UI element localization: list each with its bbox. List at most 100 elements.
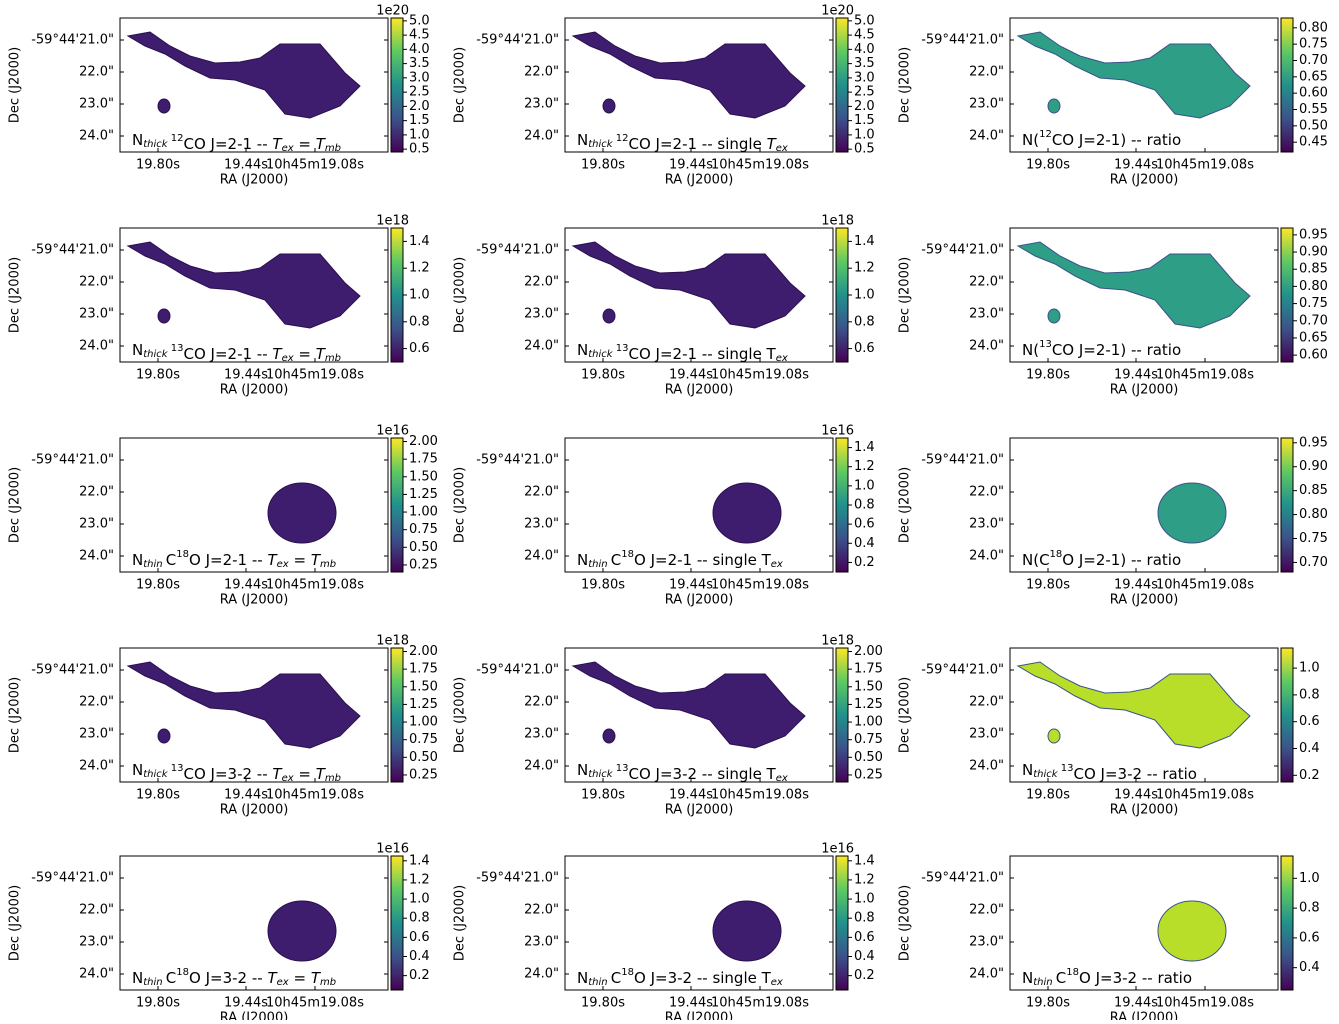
title-part: = — [289, 551, 311, 569]
colorbar-tick-label: 1.2 — [854, 872, 875, 887]
x-tick-label: 19.80s — [581, 578, 625, 593]
colorbar — [835, 855, 849, 991]
x-tick-label: 19.44s — [224, 158, 268, 173]
colorbar-tick-label: 0.65 — [1299, 69, 1328, 84]
plot-frame — [1009, 437, 1279, 573]
colorbar-tick-label: 0.85 — [1299, 262, 1328, 277]
colorbar-tick-label: 0.25 — [409, 767, 438, 782]
x-tick-label: 10h45m19.08s — [711, 996, 809, 1011]
title-part: ex — [282, 143, 294, 154]
title-part: T — [316, 135, 327, 153]
title-part: C — [166, 969, 176, 987]
colorbar-tick-label: 0.50 — [854, 750, 883, 765]
title-part: O J=2-1) -- ratio — [1062, 551, 1181, 569]
panel-title: Nthin C18O J=3-2 -- single Tex — [577, 967, 783, 988]
colorbar-offset: 1e18 — [821, 214, 854, 229]
x-tick-label: 19.44s — [224, 368, 268, 383]
x-tick-label: 10h45m19.08s — [266, 996, 364, 1011]
colorbar-tick-label: 0.65 — [1299, 330, 1328, 345]
colorbar-tick-label: 1.0 — [854, 478, 875, 493]
title-part: N — [1022, 969, 1033, 987]
y-tick-label: 22.0" — [969, 65, 1004, 80]
title-part: T — [267, 969, 278, 987]
colorbar-tick-label: 0.75 — [1299, 296, 1328, 311]
title-part: 12 — [616, 133, 629, 144]
colorbar-tick-label: 0.8 — [409, 911, 430, 926]
title-part: ex — [771, 977, 783, 988]
x-axis-label: RA (J2000) — [665, 383, 734, 398]
x-tick-label: 19.44s — [224, 788, 268, 803]
y-tick-label: 23.0" — [79, 727, 114, 742]
title-part: thick — [1033, 769, 1061, 780]
plot-frame — [119, 437, 389, 573]
y-tick-label: 22.0" — [524, 275, 559, 290]
colorbar-tick-label: 0.60 — [1299, 348, 1328, 363]
colorbar-tick-label: 3.5 — [409, 56, 430, 71]
colorbar — [390, 855, 404, 991]
emission-map — [712, 482, 782, 544]
colorbar-tick-label: 0.80 — [1299, 279, 1328, 294]
x-tick-label: 19.80s — [1026, 578, 1070, 593]
colorbar-tick-label: 0.25 — [854, 767, 883, 782]
colorbar-tick-label: 0.50 — [409, 750, 438, 765]
colorbar-tick-label: 0.70 — [1299, 313, 1328, 328]
emission-map — [571, 661, 806, 749]
plot-frame — [1009, 17, 1279, 153]
y-axis-label: Dec (J2000) — [453, 467, 468, 543]
colorbar-tick-label: 3.5 — [854, 56, 875, 71]
y-tick-label: 24.0" — [79, 967, 114, 982]
colorbar — [835, 17, 849, 153]
title-part: 13 — [616, 763, 629, 774]
y-tick-label: -59°44'21.0" — [476, 871, 559, 886]
colorbar-tick-label: 0.5 — [409, 142, 430, 157]
y-tick-label: -59°44'21.0" — [31, 243, 114, 258]
colorbar-tick-label: 0.50 — [409, 540, 438, 555]
x-tick-label: 10h45m19.08s — [1156, 368, 1254, 383]
y-tick-label: -59°44'21.0" — [921, 243, 1004, 258]
x-axis-label: RA (J2000) — [665, 803, 734, 818]
colorbar-tick-label: 1.4 — [854, 234, 875, 249]
title-part: thick — [588, 349, 616, 360]
x-tick-label: 10h45m19.08s — [1156, 996, 1254, 1011]
title-part: thick — [143, 769, 171, 780]
y-tick-label: -59°44'21.0" — [921, 453, 1004, 468]
colorbar-tick-label: 0.2 — [854, 555, 875, 570]
x-axis-label: RA (J2000) — [220, 383, 289, 398]
panel: Nthick 13CO J=2-1 -- Tex = Tmb -59°44'21.… — [8, 214, 430, 398]
colorbar — [1280, 227, 1294, 363]
y-axis-label: Dec (J2000) — [898, 47, 913, 123]
colorbar-tick-label: 4.0 — [409, 42, 430, 57]
y-tick-label: 24.0" — [524, 129, 559, 144]
y-tick-label: 22.0" — [524, 695, 559, 710]
colorbar-tick-label: 0.4 — [1299, 741, 1320, 756]
colorbar-tick-label: 1.50 — [409, 469, 438, 484]
colorbar-tick-label: 4.5 — [854, 28, 875, 43]
colorbar-tick-label: 0.50 — [1299, 118, 1328, 133]
x-tick-label: 19.44s — [1114, 996, 1158, 1011]
colorbar-tick-label: 1.50 — [854, 679, 883, 694]
colorbar — [1280, 437, 1294, 573]
colorbar-tick-label: 0.8 — [854, 498, 875, 513]
title-part: C — [611, 551, 621, 569]
x-axis-label: RA (J2000) — [220, 593, 289, 608]
panel-title: Nthick 13CO J=2-1 -- Tex = Tmb — [132, 341, 341, 365]
y-tick-label: -59°44'21.0" — [921, 33, 1004, 48]
emission-map — [1157, 482, 1227, 544]
y-axis-label: Dec (J2000) — [8, 885, 23, 961]
colorbar-tick-label: 0.4 — [854, 536, 875, 551]
colorbar — [1280, 647, 1294, 783]
title-part: O J=3-2 -- single T — [634, 969, 772, 987]
x-tick-label: 10h45m19.08s — [711, 578, 809, 593]
colorbar-offset: 1e18 — [376, 634, 409, 649]
colorbar-tick-label: 0.2 — [1299, 768, 1320, 783]
title-part: T — [267, 551, 278, 569]
colorbar-tick-label: 0.80 — [1299, 507, 1328, 522]
colorbar-offset: 1e16 — [821, 842, 854, 857]
y-axis-label: Dec (J2000) — [453, 677, 468, 753]
y-tick-label: 23.0" — [79, 97, 114, 112]
y-tick-label: 23.0" — [524, 935, 559, 950]
colorbar-tick-label: 0.8 — [1299, 901, 1320, 916]
x-tick-label: 19.44s — [669, 158, 713, 173]
y-tick-label: 24.0" — [79, 549, 114, 564]
x-tick-label: 19.44s — [224, 996, 268, 1011]
